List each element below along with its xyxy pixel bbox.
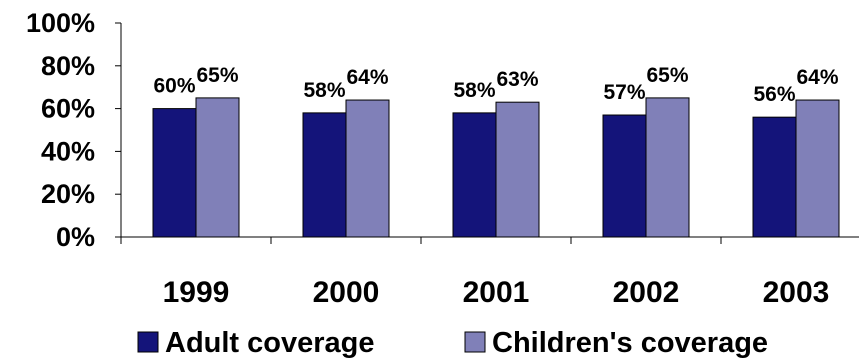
legend-label: Adult coverage (165, 327, 375, 359)
bar-children (195, 97, 240, 238)
data-label: 57% (603, 81, 645, 104)
legend: Adult coverage Children's coverage (137, 327, 768, 359)
y-tick-label: 80% (41, 51, 95, 81)
data-label: 63% (496, 68, 538, 91)
data-label: 64% (796, 66, 838, 89)
y-tick-label: 20% (41, 179, 95, 209)
legend-label: Children's coverage (492, 327, 768, 359)
data-label: 65% (646, 64, 688, 87)
y-tick-label: 40% (41, 136, 95, 166)
legend-swatch (464, 331, 486, 353)
x-tick-label: 2000 (313, 276, 380, 309)
y-tick-label: 60% (41, 94, 95, 124)
data-label: 65% (196, 64, 238, 87)
data-label: 58% (303, 79, 345, 102)
y-tick-label: 0% (56, 222, 95, 252)
bar-children (495, 101, 540, 238)
x-tick-label: 2002 (613, 276, 680, 309)
data-label: 58% (453, 79, 495, 102)
plot-area: 0%20%40%60%80%100%60% 65%199958%64%200058… (26, 8, 859, 309)
bar-children (795, 99, 840, 238)
bar-adult (602, 114, 647, 238)
data-label: 64% (346, 66, 388, 89)
bar-children (345, 99, 390, 238)
y-tick-label: 100% (26, 8, 95, 38)
legend-swatch (137, 331, 159, 353)
data-label: 56% (753, 83, 795, 106)
bar-adult (752, 116, 797, 238)
bar-adult (152, 108, 197, 238)
x-tick-label: 2001 (463, 276, 530, 309)
bar-adult (302, 112, 347, 238)
data-label: 60% (153, 75, 195, 98)
bar-adult (452, 112, 497, 238)
x-tick-label: 1999 (163, 276, 230, 309)
x-tick-label: 2003 (763, 276, 830, 309)
bar-children (645, 97, 690, 238)
